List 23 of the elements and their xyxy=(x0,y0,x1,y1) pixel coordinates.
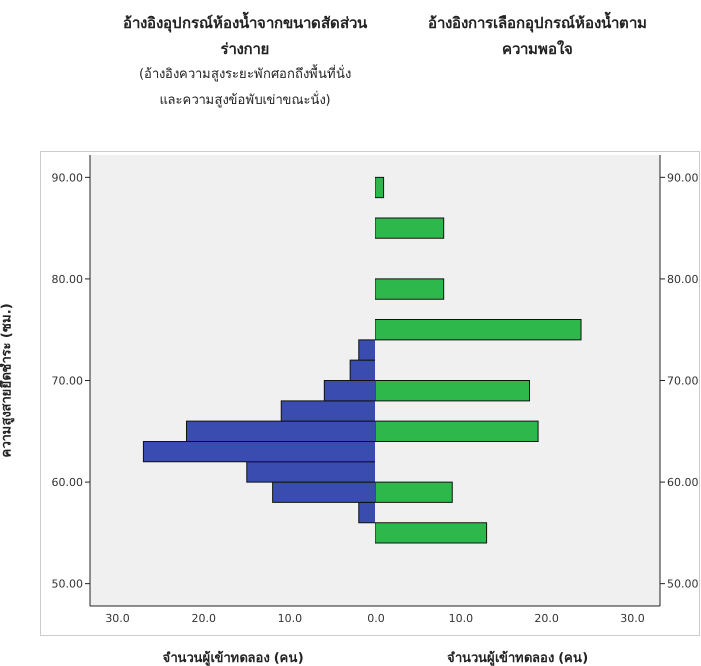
x-axis-title: จำนวนผู้เข้าทดลอง (คน) xyxy=(162,650,304,666)
x-tick-label: 0.0 xyxy=(367,612,385,625)
chart-title: อ้างอิงการเลือกอุปกรณ์ห้องน้ำตามความพอใจ xyxy=(427,10,648,60)
y-tick-label: 70.00 xyxy=(52,374,83,388)
y-tick-label: 80.00 xyxy=(52,272,83,286)
y-tick-label: 60.00 xyxy=(667,476,698,489)
chart-title: อ้างอิงอุปกรณ์ห้องน้ำจากขนาดสัดส่วนร่างกาย xyxy=(122,10,368,60)
y-tick-label: 90.00 xyxy=(52,171,83,184)
y-tick-label: 80.00 xyxy=(667,272,698,286)
x-tick-label: 10.0 xyxy=(448,612,474,625)
y-tick-label: 50.00 xyxy=(667,578,698,591)
x-tick-label: 10.0 xyxy=(278,612,302,625)
y-tick-label: 50.00 xyxy=(52,578,83,591)
x-tick-label: 20.0 xyxy=(534,612,559,625)
y-tick-label: 60.00 xyxy=(52,476,83,489)
y-tick-label: 70.00 xyxy=(667,374,698,388)
chart-subtitle: (อ้างอิงความสูงระยะพักศอกถึงพื้นที่นั่งและความสูงข้อพับเข่าขณะนั่ง) xyxy=(138,63,352,110)
x-tick-label: 20.0 xyxy=(191,612,216,625)
x-axis-title: จำนวนผู้เข้าทดลอง (คน) xyxy=(446,650,588,666)
y-tick-label: 90.00 xyxy=(667,171,698,184)
x-tick-label: 30.0 xyxy=(620,612,645,625)
x-tick-label: 30.0 xyxy=(105,612,130,625)
y-axis-title: ความสูงสายยึดชำระ (ซม.) xyxy=(0,303,15,458)
